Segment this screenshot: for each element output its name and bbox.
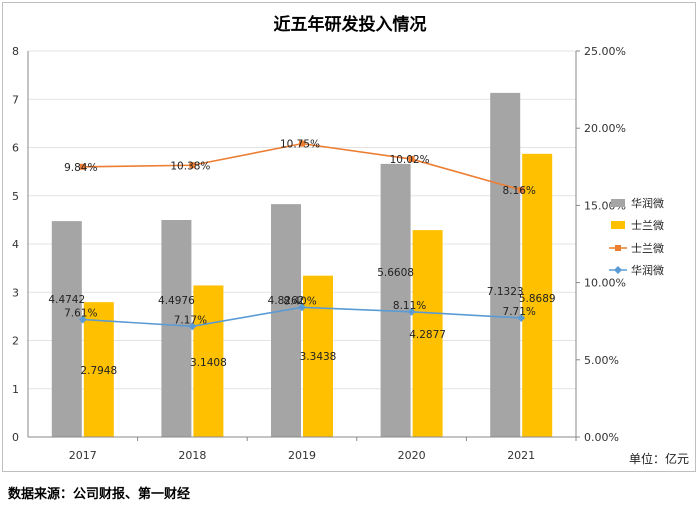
bar-data-label: 3.1408 (190, 357, 227, 369)
line-data-label: 9.84% (64, 162, 97, 174)
x-tick-label: 2018 (178, 449, 206, 462)
bar-data-label: 4.2877 (409, 329, 446, 341)
line-point (78, 315, 87, 324)
y2-tick-label: 25.00% (584, 45, 626, 58)
legend-label: 华润微 (631, 263, 664, 277)
bars-layer (51, 92, 553, 438)
legend-label: 士兰微 (631, 241, 664, 255)
legend-marker (615, 245, 621, 251)
bar-data-label: 4.8262 (268, 295, 305, 307)
y2-tick-label: 5.00% (584, 354, 619, 367)
line-point (517, 313, 526, 322)
y2-tick-label: 20.00% (584, 122, 626, 135)
bar-data-label: 5.6608 (377, 267, 414, 279)
bar-huarunwei (490, 92, 521, 438)
line-data-label: 10.02% (390, 154, 430, 166)
bar-huarunwei (161, 219, 192, 437)
chart-frame: 近五年研发投入情况 0 1 2 3 4 5 6 7 8 0.00% 5.00% 10.00% 15.00… (2, 2, 696, 472)
y2-tick-label: 0.00% (584, 431, 619, 444)
line-point (407, 307, 416, 316)
chart-title: 近五年研发投入情况 (274, 14, 427, 35)
y-tick-label: 5 (12, 190, 19, 203)
bar-shilanwei (303, 275, 333, 437)
legend-label: 士兰微 (631, 218, 664, 232)
bar-huarunwei (271, 204, 301, 437)
bar-data-label: 2.7948 (80, 365, 117, 377)
bar-shilanwei (193, 285, 224, 437)
bar-data-label: 7.1323 (487, 286, 524, 298)
lines-layer (78, 140, 526, 331)
bar-huarunwei (51, 221, 82, 437)
legend-marker (614, 266, 622, 274)
source-note: 数据来源：公司财报、第一财经 (8, 487, 191, 502)
labels-layer: 4.4742 4.4976 4.8262 5.6608 7.1323 2.7948 3.14… (48, 139, 555, 377)
y-tick-label: 6 (12, 142, 19, 155)
y-tick-label: 1 (12, 383, 19, 396)
line-data-label: 10.38% (170, 160, 210, 172)
line-point (298, 303, 306, 312)
x-tick-label: 2020 (398, 449, 426, 462)
line-point (299, 140, 305, 147)
y-tick-label: 7 (12, 93, 19, 106)
bar-shilanwei (83, 302, 114, 437)
unit-label: 单位：亿元 (629, 451, 689, 466)
chart-svg: 近五年研发投入情况 0123456780.00%5.00%10.00%15.00… (12, 14, 689, 466)
line-data-label: 7.61% (64, 308, 97, 320)
line-point (408, 156, 415, 163)
line-data-label: 8.40% (283, 295, 316, 307)
line-point (518, 186, 525, 193)
y-tick-label: 2 (12, 335, 19, 348)
line-data-label: 8.11% (393, 300, 426, 312)
legend-label: 华润微 (631, 196, 664, 210)
bar-data-label: 4.4742 (48, 294, 85, 306)
line-point (79, 163, 86, 170)
axes-layer: 0123456780.00%5.00%10.00%15.00%20.00%25.… (12, 45, 626, 462)
bar-data-label: 3.3438 (300, 351, 337, 363)
line-point (188, 322, 197, 331)
y-tick-label: 4 (12, 238, 19, 251)
y-tick-label: 8 (12, 45, 19, 58)
legend-swatch (611, 199, 625, 207)
y-tick-label: 0 (12, 431, 19, 444)
bar-shilanwei (412, 230, 443, 437)
y-tick-label: 3 (12, 286, 19, 299)
legend-swatch (611, 221, 625, 229)
grid-layer (28, 50, 576, 438)
x-tick-label: 2021 (507, 449, 535, 462)
bar-shilanwei (522, 153, 553, 438)
line-data-label: 7.71% (503, 306, 536, 318)
x-tick-label: 2019 (288, 449, 316, 462)
bar-data-label: 5.8689 (519, 293, 556, 305)
x-tick-label: 2017 (69, 449, 97, 462)
line-data-label: 8.16% (503, 185, 536, 197)
line-data-label: 10.75% (280, 139, 320, 151)
bar-huarunwei (380, 163, 411, 437)
y2-tick-label: 10.00% (584, 277, 626, 290)
bar-data-label: 4.4976 (158, 295, 195, 307)
line-data-label: 7.17% (174, 314, 207, 326)
line-point (189, 162, 196, 169)
